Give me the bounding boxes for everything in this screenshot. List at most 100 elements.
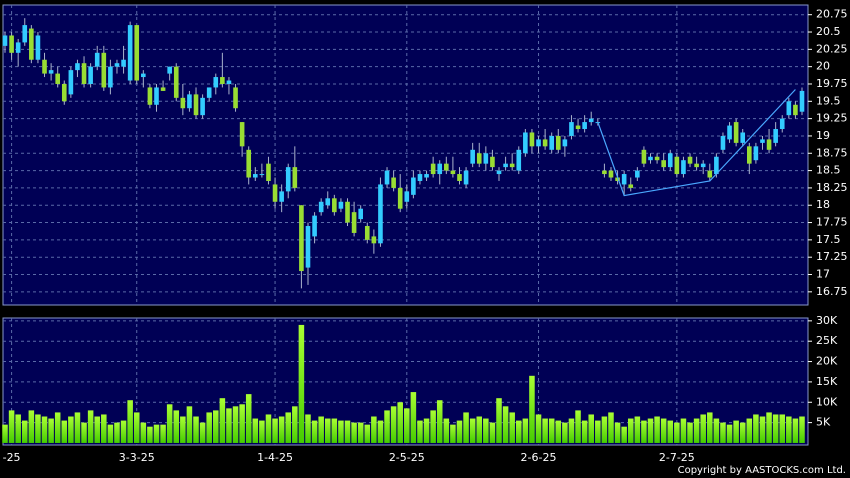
candle-body (793, 104, 798, 116)
candle-body (641, 149, 647, 164)
volume-bar (21, 420, 28, 443)
candle-body (213, 77, 219, 88)
candle-body (687, 156, 693, 164)
y-tick-label: 17 (816, 268, 830, 281)
candle-body (463, 170, 469, 185)
volume-bar (753, 414, 759, 443)
volume-bar (555, 420, 562, 443)
candle-body (740, 132, 746, 143)
candle-body (154, 87, 159, 105)
candle-body (292, 167, 298, 188)
volume-bar (252, 418, 259, 443)
volume-bar (647, 418, 654, 443)
candle-body (490, 156, 495, 168)
candle-body (81, 63, 87, 84)
volume-bar (476, 416, 483, 443)
candle-body (61, 83, 67, 102)
volume-bar (265, 414, 272, 443)
candle-body (483, 153, 489, 164)
volume-bar (114, 422, 120, 443)
candle-body (457, 174, 462, 181)
candle-body (200, 97, 205, 116)
candle-body (325, 198, 331, 206)
candle-body (549, 135, 555, 150)
candle-body (516, 149, 522, 171)
candle-body (299, 205, 304, 272)
candle-body (707, 170, 713, 178)
candle-body (575, 125, 581, 130)
candle-body (430, 163, 436, 175)
candle-body (562, 139, 568, 147)
candle-body (180, 97, 186, 109)
volume-bar (799, 416, 805, 443)
candle-body (141, 73, 146, 78)
volume-bar (377, 420, 384, 443)
volume-bar (516, 420, 522, 443)
candle-body (147, 87, 153, 105)
candle-body (602, 170, 607, 175)
y2-tick-label: 30K (816, 314, 838, 327)
volume-bar (489, 422, 496, 443)
candle-body (608, 170, 614, 178)
trend-line (597, 89, 796, 197)
candle-body (121, 59, 126, 67)
volume-bar (575, 410, 581, 443)
candle-body (450, 170, 456, 175)
volume-bar (621, 426, 627, 443)
volume-bar (772, 414, 779, 443)
volume-bar (232, 406, 239, 443)
volume-bar (641, 420, 647, 443)
x-tick-label: 2-6-25 (521, 451, 557, 464)
candle-body (22, 25, 28, 43)
candle-body (747, 146, 752, 164)
candle-body (411, 177, 416, 195)
volume-bar (206, 412, 212, 443)
volume-bar (54, 412, 61, 443)
candle-body (444, 163, 449, 171)
candle-body (2, 35, 8, 46)
candle-body (312, 215, 317, 237)
volume-bar (404, 408, 410, 443)
y-tick-label: 20.75 (816, 8, 848, 21)
volume-bar (305, 414, 311, 443)
candle-body (101, 52, 107, 88)
volume-bar (331, 418, 338, 443)
candle-body (760, 139, 765, 143)
candle-body (259, 174, 265, 176)
volume-bar (338, 420, 344, 443)
volume-bar (101, 414, 107, 443)
candle-body (226, 80, 232, 84)
y2-tick-label: 20K (816, 355, 838, 368)
volume-bar (213, 410, 219, 443)
candle-body (437, 163, 443, 175)
candle-body (173, 66, 179, 98)
volume-bar (581, 420, 588, 443)
y-tick-label: 19.25 (816, 112, 848, 125)
candle-body (187, 94, 192, 109)
volume-bar (601, 416, 608, 443)
volume-bar (483, 418, 489, 443)
volume-bar (548, 418, 555, 443)
candle-body (404, 191, 410, 202)
candle-body (206, 87, 212, 98)
x-tick-label: -25 (3, 451, 21, 464)
candle-body (470, 149, 475, 164)
candle-body (417, 174, 423, 181)
candle-body (536, 139, 541, 147)
volume-bar (436, 400, 443, 443)
candle-body (68, 70, 74, 95)
candle-body (252, 174, 258, 178)
volume-bar (450, 424, 456, 443)
volume-bar (674, 422, 680, 443)
candle-body (766, 139, 772, 150)
candle-body (799, 90, 805, 112)
candle-body (509, 163, 515, 168)
candle-body (75, 63, 80, 71)
volume-bar (726, 424, 733, 443)
volume-bar (180, 416, 186, 443)
volume-bar (423, 418, 430, 443)
volume-bar (94, 416, 100, 443)
candle-body (569, 122, 574, 136)
candle-body (127, 25, 133, 81)
